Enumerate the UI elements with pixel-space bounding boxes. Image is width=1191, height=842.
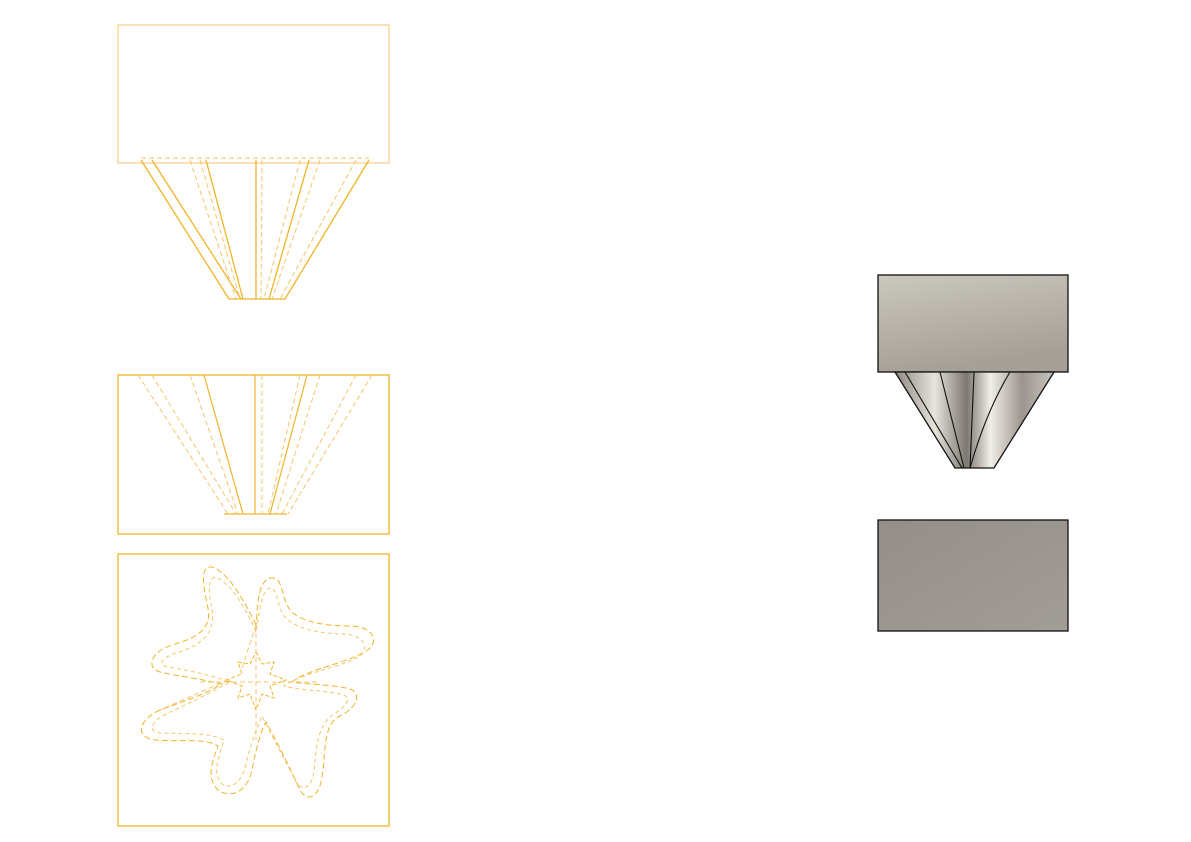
top-view-axes [159,624,320,740]
section-view-hidden-lines [137,374,373,515]
top-view-outer-profile [140,566,374,798]
top-view [117,553,390,827]
front-view [117,24,390,300]
section-view [117,374,390,535]
section-view-frame [117,374,390,535]
shaded-base-block [877,519,1069,632]
section-view-lines [203,374,308,515]
top-view-frame [117,553,390,827]
front-view-hidden-lines [141,157,369,300]
shaded-front-view [877,274,1069,469]
shaded-base-view [877,519,1069,632]
shaded-cone [893,371,1056,469]
front-view-block [117,24,390,164]
shaded-cone-flutes [904,371,1011,469]
top-view-inner-profile [151,576,366,788]
front-view-cone [140,159,370,300]
shaded-block [877,274,1069,373]
